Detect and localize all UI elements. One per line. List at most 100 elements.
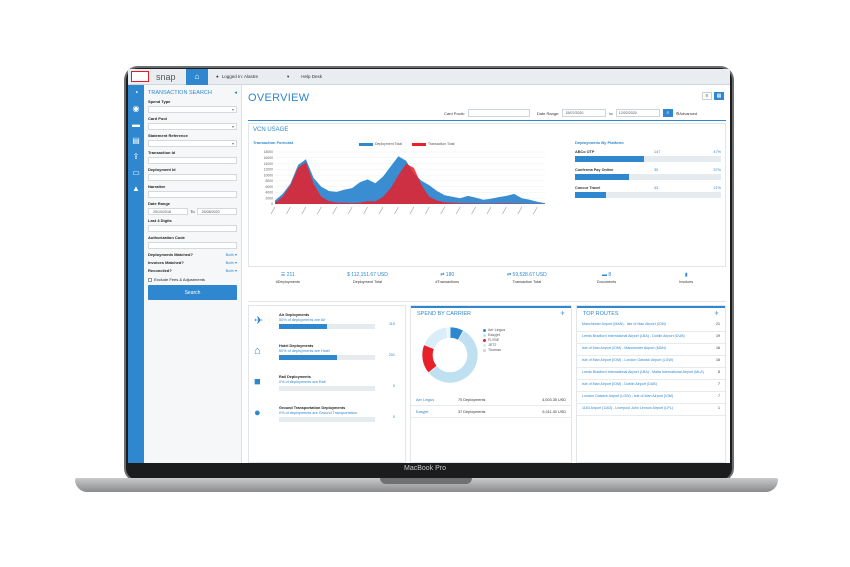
stat-transactions: ⇄ 180 #Transactions (407, 268, 487, 301)
route-row[interactable]: Leeds Bradford International Airport (LB… (577, 332, 725, 344)
route-row[interactable]: Isle of Man Airport (IOM) - London Gatwi… (577, 356, 725, 368)
page-title: OVERVIEW (248, 92, 310, 104)
platform-percent: 21% (713, 186, 721, 190)
hotel-deployments[interactable]: ⌂ Hotel Deployments 60% of deployments a… (249, 341, 405, 372)
y-tick-label: 4000 (265, 191, 273, 195)
x-tick-label (286, 206, 291, 215)
date-from-input[interactable]: 25/10/2018 (148, 208, 189, 215)
card-pool-select[interactable]: ▾ (148, 123, 237, 130)
stat-deployment-total: $ 112,151.67 USD Deployment Total (328, 268, 408, 301)
ground-deployments[interactable]: ● Ground Transportation Deployments 0% o… (249, 403, 405, 434)
x-tick-label (378, 206, 384, 215)
deployment-id-input[interactable] (148, 174, 237, 181)
grid-view-icon[interactable]: ▦ (714, 92, 724, 100)
table-row[interactable]: Easyjet 37 Deployments 6,011.40 USD (411, 406, 571, 418)
home-tab[interactable]: ⌂ (186, 69, 208, 85)
chevron-down-icon: ▾ (287, 73, 290, 79)
route-count: 16 (716, 346, 720, 350)
help-desk-link[interactable]: Help Desk (301, 74, 323, 79)
route-row[interactable]: Manchester Airport (MAN) - Isle of Man A… (577, 320, 725, 332)
donut-slice-3[interactable] (423, 326, 449, 350)
company-logo[interactable] (131, 71, 149, 82)
carrier-table: Aer Lingus 75 Deployments 4,003.35 USD E… (411, 394, 571, 418)
user-menu[interactable]: ● Logged In: Alastre ▾ (216, 74, 289, 80)
date-to-input[interactable]: 25/08/2020 (196, 208, 238, 215)
overview-date-to[interactable]: 12/02/2020 (615, 109, 660, 117)
series-area-1 (275, 162, 545, 204)
route-row[interactable]: Leeds Bradford International Airport (LB… (577, 368, 725, 380)
transaction-id-input[interactable] (148, 157, 237, 164)
field-label: Deployment Id (148, 167, 176, 172)
dollar-icon: $ (347, 272, 350, 278)
carrier-donut-chart (421, 326, 479, 384)
list-view-icon[interactable]: ≡ (702, 92, 712, 100)
route-name: Isle of Man Airport (IOM) - Manchester A… (582, 346, 666, 350)
upload-icon[interactable]: ⇪ (132, 152, 140, 161)
overview-date-from[interactable]: 15/07/2020 (562, 109, 607, 117)
date-to-label: to (609, 110, 613, 116)
statement-reference-select[interactable]: ▾ (148, 140, 237, 147)
bell-icon[interactable]: ▲ (132, 184, 140, 193)
icon-rail: ◔ ◉ ▬ ▤ ⇪ ▭ ▲ (128, 85, 144, 463)
field-label: Statement Reference (148, 133, 188, 138)
deployments-matched-select[interactable]: Both ▾ (225, 252, 237, 257)
exclude-fees-checkbox[interactable] (148, 277, 152, 282)
carrier-deployments: 37 Deployments (458, 409, 486, 414)
deployment-count: 0 (392, 415, 395, 419)
advanced-button[interactable]: ⚙Advanced (675, 110, 698, 116)
reconciled-select[interactable]: Both ▾ (225, 268, 237, 273)
stat-value: ☰ 211 (280, 272, 295, 278)
document-icon[interactable]: ▤ (132, 136, 140, 145)
route-row[interactable]: Isle of Man Airport (IOM) - Dublin Airpo… (577, 380, 725, 392)
legend-item: Thomas (483, 348, 505, 353)
stat-value: ▬ 8 (601, 272, 612, 278)
exclude-fees-row: Exclude Fees & Adjustments (148, 277, 237, 282)
platform-percent: 47% (713, 150, 721, 154)
donut-slice-1[interactable] (428, 330, 479, 384)
narrative-input[interactable] (148, 191, 237, 198)
last-4-digits-input[interactable] (148, 225, 237, 232)
dashboard-icon[interactable]: ◔ (133, 88, 139, 97)
question-label: Reconciled? (148, 268, 172, 273)
collapse-icon[interactable]: ◂ (234, 90, 237, 96)
field-label: Card Pool (148, 116, 167, 121)
authorization-code-input[interactable] (148, 242, 237, 249)
field-label: Last 4 Digits (148, 218, 172, 223)
card-icon[interactable]: ▬ (132, 120, 140, 129)
table-row[interactable]: Aer Lingus 75 Deployments 4,003.35 USD (411, 394, 571, 406)
invoice-icon: ▮ (684, 272, 688, 278)
route-name: Isle of Man Airport (IOM) - London Gatwi… (582, 358, 674, 362)
view-toggle: ≡ ▦ (702, 92, 724, 100)
platform-bar (575, 156, 721, 162)
chevron-down-icon: ▾ (231, 124, 234, 129)
piggy-bank-icon[interactable]: ◉ (132, 104, 140, 113)
air-deployments[interactable]: ✈ Air Deployments 50% of deployments are… (249, 310, 405, 341)
legend-label: Transaction Total (427, 142, 455, 146)
route-row[interactable]: London Gatwick Airport (LGW) - Isle of M… (577, 392, 725, 404)
spend-type-select[interactable]: ▾ (148, 106, 237, 113)
question-label: Invoices Matched? (148, 260, 184, 265)
search-button[interactable]: Search (148, 285, 237, 300)
x-tick-label (502, 206, 507, 215)
laptop-notch (380, 478, 472, 484)
route-count: 7 (718, 382, 720, 386)
route-name: Leeds Bradford International Airport (LB… (582, 334, 685, 338)
y-tick-label: 6000 (265, 185, 273, 189)
deployment-types-panel: ✈ Air Deployments 50% of deployments are… (248, 305, 406, 463)
platform-percent: 37% (713, 168, 721, 172)
x-tick-label (347, 206, 353, 215)
card-pools-input[interactable] (467, 109, 530, 117)
donut-slice-4[interactable] (446, 326, 451, 339)
folder-icon[interactable]: ▭ (132, 168, 140, 177)
route-row[interactable]: Isle of Man Airport (IOM) - Manchester A… (577, 344, 725, 356)
y-tick-label: 8000 (265, 179, 273, 183)
route-row[interactable]: 1163 Airport (1163) - Liverpool John Len… (577, 404, 725, 416)
search-icon[interactable]: ⌕ (662, 109, 673, 117)
invoices-matched-select[interactable]: Both ▾ (225, 260, 237, 265)
platform-row: ABCo OTP 147 47% (575, 150, 721, 164)
exchange-icon: ⇄ (506, 272, 512, 278)
stat-label: Deployment Total (352, 280, 383, 284)
platform-row: Concur Travel 43 21% (575, 186, 721, 200)
deployment-bar (279, 355, 375, 360)
rail-deployments[interactable]: ■ Rail Deployments 0% of deployments are… (249, 372, 405, 403)
